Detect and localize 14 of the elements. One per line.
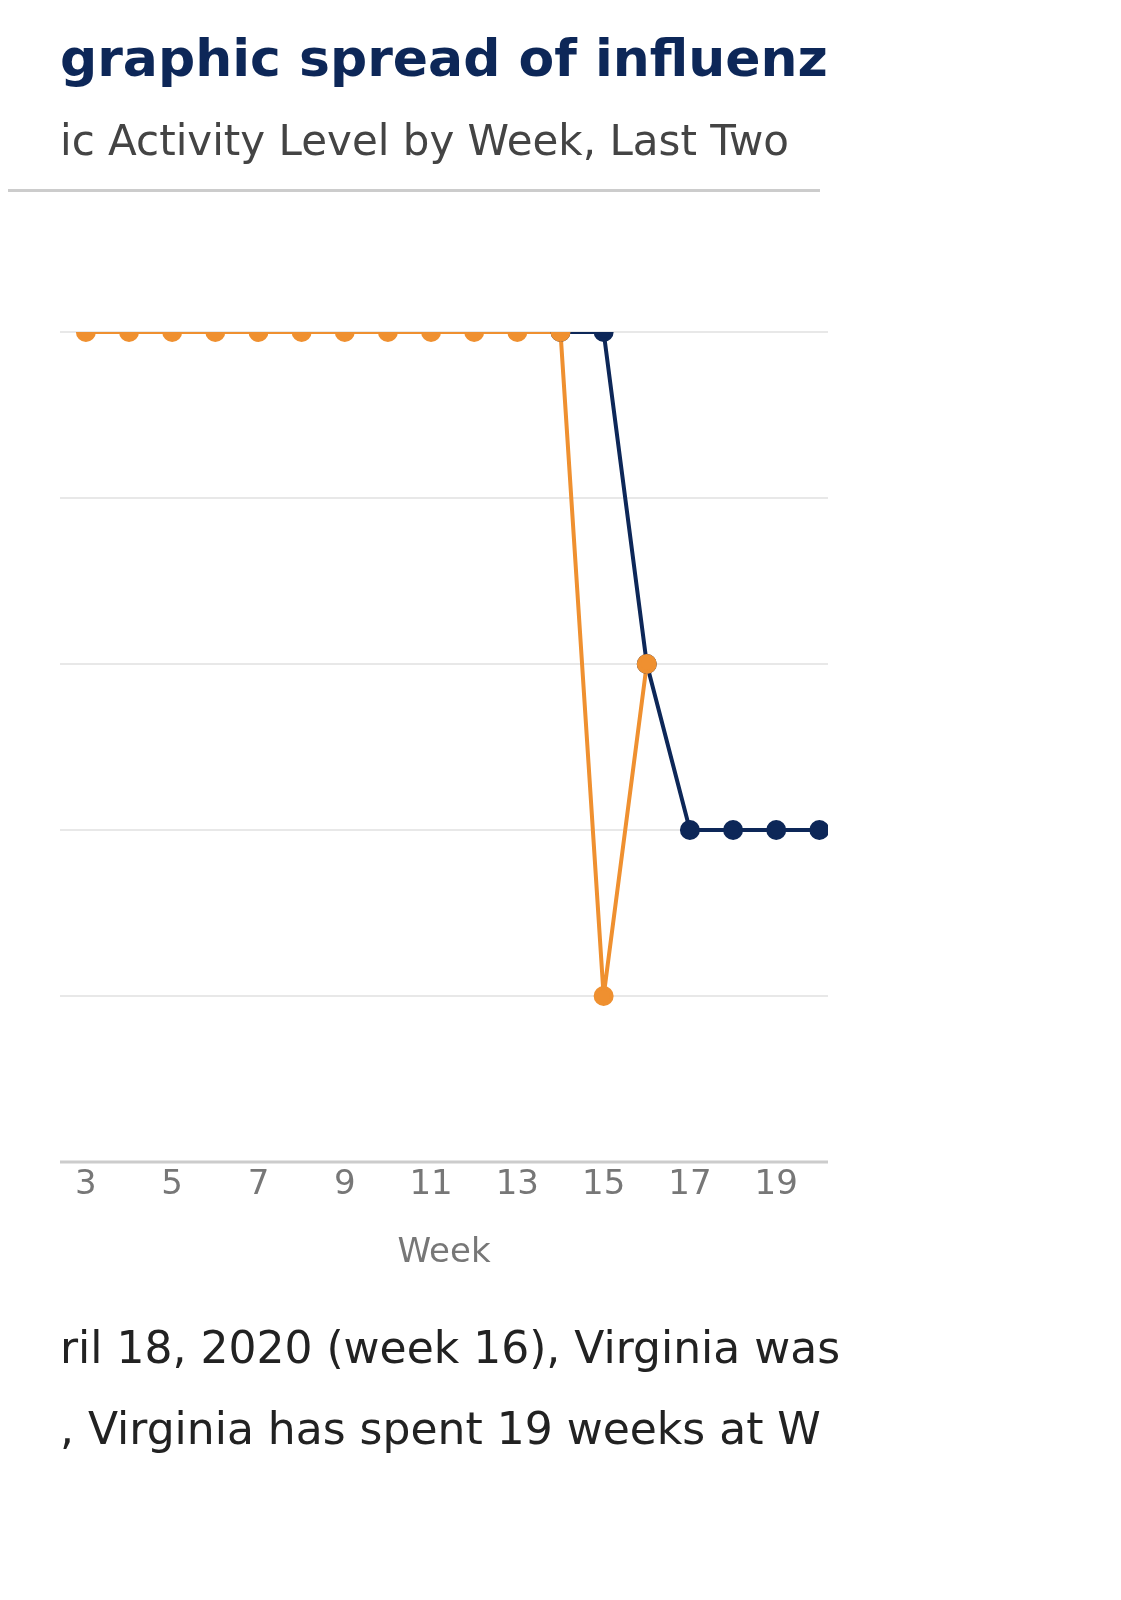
x-tick-label: 13 [495, 1162, 539, 1203]
x-axis-title: Week [397, 1230, 491, 1270]
x-tick-label: 11 [409, 1162, 453, 1203]
x-tick-label: 17 [668, 1162, 712, 1203]
x-tick-label: 7 [247, 1162, 270, 1203]
text: ril 18, 2020 (week 16), Virginia was [59, 1322, 842, 1373]
x-tick-label: 9 [333, 1162, 356, 1203]
x-tick-label: 5 [161, 1162, 183, 1203]
chart-title: graphic spread of influenz [59, 28, 829, 88]
x-tick-label: 19 [754, 1162, 798, 1203]
x-tick-label: 3 [75, 1162, 97, 1203]
chart-subtitle: ic Activity Level by Week, Last Two [8, 116, 820, 192]
x-tick-label: 15 [582, 1162, 626, 1203]
text: , Virginia has spent 19 weeks at W [59, 1403, 822, 1454]
